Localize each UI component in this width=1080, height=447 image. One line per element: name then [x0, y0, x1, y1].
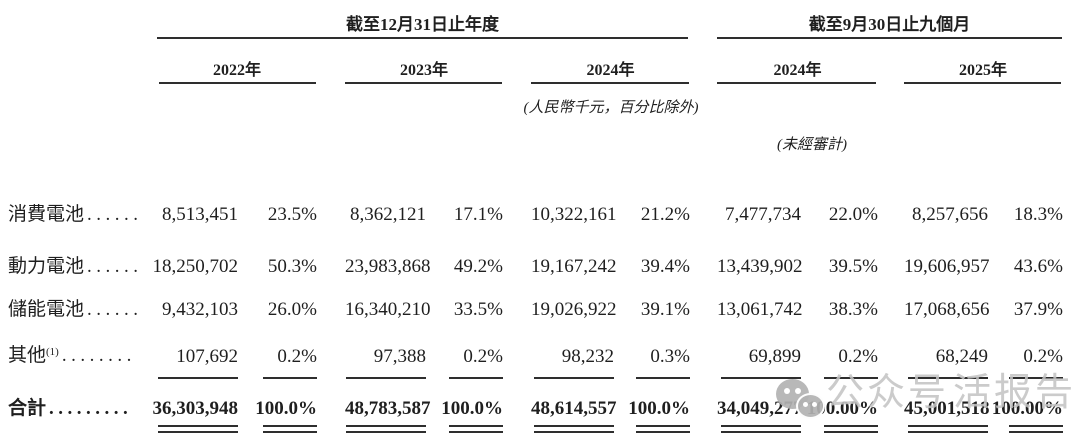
table-cell: 21.2%	[640, 204, 690, 225]
col-header-2024-9m: 2024年	[773, 62, 822, 79]
table-cell: 98,232	[531, 344, 614, 379]
table-cell: 7,477,734	[725, 204, 801, 225]
row-label: 合計.........	[0, 396, 150, 422]
table-cell: 39.1%	[640, 299, 690, 320]
table-cell: 49.2%	[453, 256, 503, 277]
row-label: 消費電池......	[0, 202, 150, 228]
table-cell: 0.3%	[614, 344, 690, 379]
col-header-2022: 2022年	[212, 62, 261, 79]
dot-leader: ......	[87, 256, 143, 277]
table-cell: 37.9%	[1013, 299, 1063, 320]
table-row-storage-battery: 儲能電池...... 9,432,103 26.0% 16,340,210 33…	[0, 289, 1080, 331]
table-cell: 100.0%	[426, 396, 503, 433]
dot-leader: ......	[87, 204, 143, 225]
table-cell: 100.00%	[988, 396, 1063, 433]
col-rule-2024	[531, 82, 689, 84]
row-label: 儲能電池......	[0, 297, 150, 323]
dot-leader: .........	[49, 398, 133, 419]
table-cell: 16,340,210	[345, 299, 431, 320]
table-cell: 68,249	[904, 344, 988, 379]
table-cell: 8,362,121	[350, 204, 426, 225]
table-cell: 26.0%	[267, 299, 317, 320]
table-cell: 18,250,702	[152, 256, 239, 277]
col-rule-2024-9m	[717, 82, 876, 84]
table-cell: 10,322,161	[531, 204, 617, 225]
table-cell: 50.3%	[267, 256, 317, 277]
table-row-power-battery: 動力電池...... 18,250,702 50.3% 23,983,868 4…	[0, 246, 1080, 288]
table-cell: 107,692	[150, 344, 238, 379]
table-cell: 38.3%	[828, 299, 878, 320]
row-label: 其他 (1)........	[0, 343, 150, 371]
table-cell: 13,439,902	[717, 256, 803, 277]
table-cell: 23,983,868	[345, 256, 431, 277]
table-cell: 48,614,557	[531, 396, 617, 433]
annual-span-rule	[157, 37, 688, 39]
table-cell: 97,388	[345, 344, 426, 379]
table-cell: 17,068,656	[904, 299, 990, 320]
table-cell: 23.5%	[267, 204, 317, 225]
nine-month-span-rule	[717, 37, 1062, 39]
table-cell: 69,899	[717, 344, 801, 379]
table-cell: 9,432,103	[162, 299, 238, 320]
table-cell: 0.2%	[801, 344, 878, 379]
table-row-consumer-battery: 消費電池...... 8,513,451 23.5% 8,362,121 17.…	[0, 194, 1080, 236]
table-cell: 100.00%	[801, 396, 878, 433]
table-cell: 8,257,656	[912, 204, 988, 225]
table-cell: 19,026,922	[531, 299, 617, 320]
table-row-others: 其他 (1)........ 107,692 0.2% 97,388 0.2% 9…	[0, 336, 1080, 379]
table-cell: 100.0%	[238, 396, 317, 433]
note-unaudited: (未經審計)	[777, 137, 847, 153]
table-row-total: 合計......... 36,303,948 100.0% 48,783,587…	[0, 388, 1080, 433]
table-cell: 8,513,451	[162, 204, 238, 225]
table-cell: 39.4%	[640, 256, 690, 277]
table-cell: 18.3%	[1013, 204, 1063, 225]
table-cell: 34,049,277	[717, 396, 803, 433]
table-cell: 19,606,957	[904, 256, 990, 277]
note-currency-unit: (人民幣千元，百分比除外)	[523, 100, 699, 116]
table-cell: 39.5%	[828, 256, 878, 277]
dot-leader: ........	[61, 345, 136, 366]
col-rule-2025-9m	[904, 82, 1061, 84]
table-cell: 45,001,518	[904, 396, 990, 433]
table-cell: 22.0%	[828, 204, 878, 225]
col-rule-2022	[159, 82, 316, 84]
table-cell: 19,167,242	[531, 256, 617, 277]
col-rule-2023	[345, 82, 502, 84]
row-label: 動力電池......	[0, 254, 150, 280]
dot-leader: ......	[87, 299, 143, 320]
col-header-2024: 2024年	[586, 62, 635, 79]
table-cell: 43.6%	[1013, 256, 1063, 277]
table-cell: 100.0%	[614, 396, 690, 433]
table-cell: 17.1%	[453, 204, 503, 225]
table-cell: 48,783,587	[345, 396, 431, 433]
footnote-marker: (1)	[46, 346, 59, 358]
col-header-2025-9m: 2025年	[958, 62, 1007, 79]
table-cell: 0.2%	[426, 344, 503, 379]
table-cell: 36,303,948	[150, 396, 238, 433]
table-cell: 33.5%	[453, 299, 503, 320]
period-header-nine-month: 截至9月30日止九個月	[808, 15, 971, 34]
col-header-2023: 2023年	[399, 62, 448, 79]
table-cell: 0.2%	[238, 344, 317, 379]
table-cell: 0.2%	[988, 344, 1063, 379]
table-cell: 13,061,742	[717, 299, 803, 320]
period-header-annual: 截至12月31日止年度	[346, 15, 499, 34]
